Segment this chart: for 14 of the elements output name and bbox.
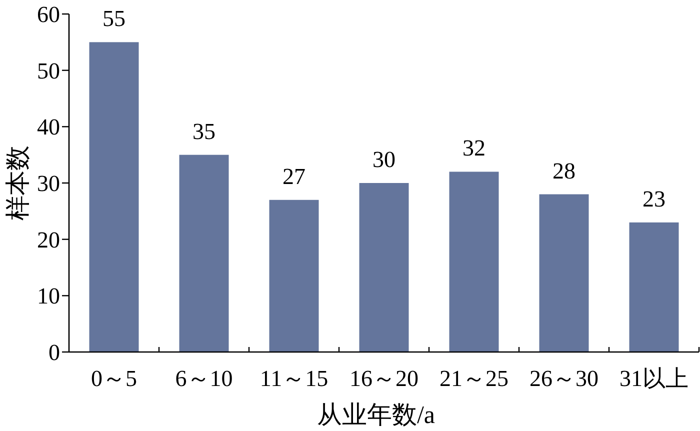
- x-tick-label: 11～15: [260, 366, 328, 391]
- y-tick-label: 10: [37, 284, 60, 309]
- x-tick-label: 0～5: [91, 366, 137, 391]
- y-tick-label: 60: [37, 2, 60, 27]
- x-tick-label: 6～10: [175, 366, 233, 391]
- y-tick-label: 40: [37, 114, 60, 140]
- y-tick-label: 20: [37, 227, 60, 252]
- y-tick-label: 30: [37, 171, 60, 196]
- y-tick-label: 50: [37, 58, 60, 84]
- y-tick-label: 0: [48, 340, 60, 365]
- x-tick-label: 16～20: [350, 366, 418, 391]
- x-tick-label: 21～25: [440, 366, 508, 391]
- x-tick-label: 26～30: [530, 366, 598, 391]
- x-tick-label: 31以上: [620, 366, 688, 391]
